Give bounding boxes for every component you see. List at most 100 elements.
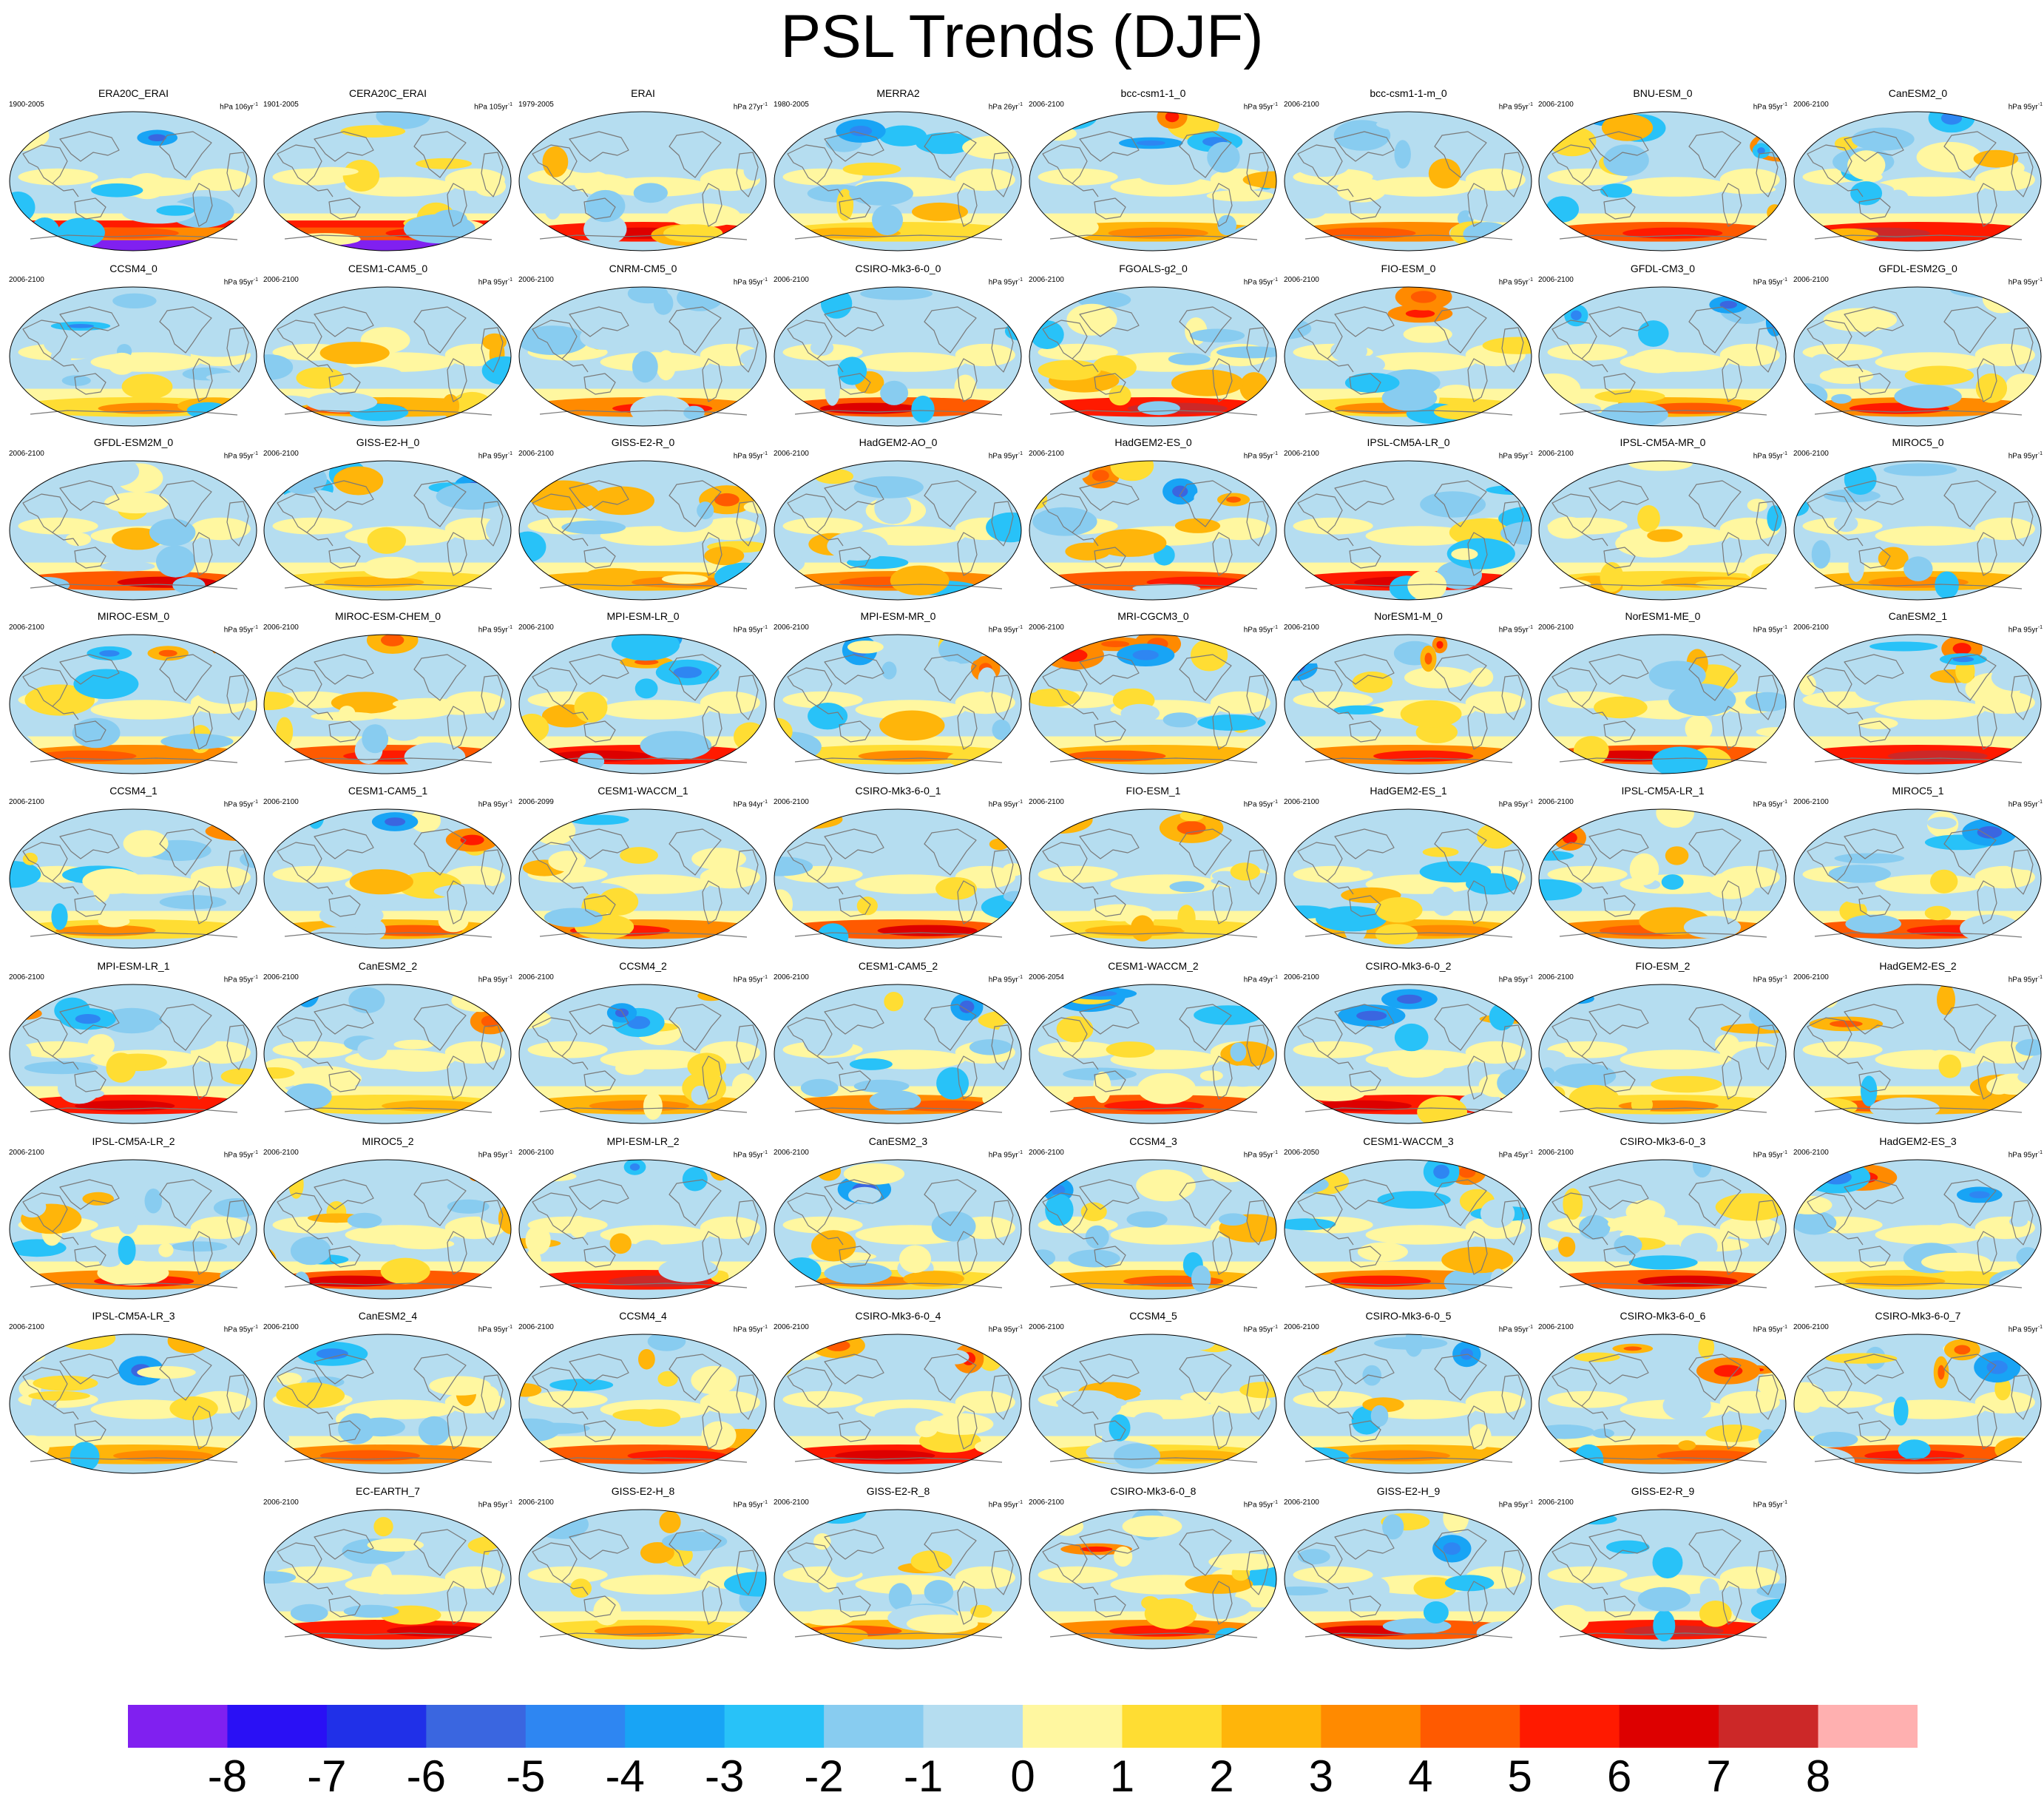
panel-title: GISS-E2-H_8 [611, 1485, 675, 1497]
panel-title: MIROC5_1 [1892, 785, 1944, 797]
panel-units: hPa 95yr-1 [1243, 625, 1278, 635]
robinson-map [1029, 1159, 1277, 1300]
robinson-map [518, 1159, 767, 1300]
robinson-map [1284, 1509, 1532, 1649]
robinson-map [1284, 111, 1532, 251]
colorbar-swatch [1520, 1705, 1620, 1748]
panel-units: hPa 95yr-1 [733, 1325, 768, 1334]
panel-period: 2006-2099 [518, 798, 554, 806]
figure-title: PSL Trends (DJF) [780, 3, 1264, 70]
panel-period: 2006-2100 [1284, 1498, 1319, 1507]
panel-period: 2006-2054 [1029, 973, 1064, 981]
map-panel: GISS-E2-R_8 2006-2100 hPa 95yr-1 [771, 1485, 1026, 1655]
panel-title: MIROC5_2 [362, 1135, 414, 1147]
panel-units: hPa 95yr-1 [988, 451, 1023, 461]
robinson-map [518, 808, 767, 949]
panel-period: 2006-2100 [1029, 101, 1064, 109]
panel-units: hPa 95yr-1 [1753, 625, 1787, 635]
map-panel: MIROC-ESM-CHEM_0 2006-2100 hPa 95yr-1 [260, 610, 515, 780]
coastlines [1297, 1529, 1524, 1638]
robinson-map [518, 634, 767, 774]
panel-units: hPa 95yr-1 [223, 625, 258, 635]
robinson-map [1284, 1334, 1532, 1474]
map-panel: FIO-ESM_0 2006-2100 hPa 95yr-1 [1281, 263, 1536, 433]
panel-title: CanESM2_0 [1888, 87, 1948, 99]
map-panel: GISS-E2-H_9 2006-2100 hPa 95yr-1 [1281, 1485, 1536, 1655]
panel-period: 2006-2100 [9, 450, 44, 458]
panel-units: hPa 95yr-1 [1498, 975, 1533, 984]
colorbar-swatch [128, 1705, 228, 1748]
robinson-map [9, 634, 257, 774]
coastlines [532, 131, 759, 240]
panel-units: hPa 95yr-1 [2008, 1150, 2043, 1160]
map-panel: GISS-E2-R_9 2006-2100 hPa 95yr-1 [1535, 1485, 1790, 1655]
panel-period: 2006-2100 [1793, 624, 1829, 632]
panel-period: 2006-2100 [263, 1149, 299, 1157]
panel-units: hPa 95yr-1 [1498, 277, 1533, 287]
panel-units: hPa 95yr-1 [223, 277, 258, 287]
panel-units: hPa 27yr-1 [733, 102, 768, 112]
map-panel: CESM1-WACCM_3 2006-2050 hPa 45yr-1 [1281, 1135, 1536, 1305]
panel-period: 2006-2100 [774, 624, 809, 632]
map-panel: CESM1-WACCM_1 2006-2099 hPa 94yr-1 [515, 785, 771, 955]
panel-period: 2006-2100 [1284, 450, 1319, 458]
panel-title: MIROC-ESM-CHEM_0 [334, 610, 441, 622]
panel-period: 2006-2100 [1538, 973, 1574, 981]
map-panel: IPSL-CM5A-MR_0 2006-2100 hPa 95yr-1 [1535, 436, 1790, 606]
colorbar-tick-label: 6 [1606, 1751, 1632, 1801]
panel-units: hPa 95yr-1 [478, 800, 512, 809]
panel-units: hPa 95yr-1 [988, 1500, 1023, 1510]
map-panel: CESM1-WACCM_2 2006-2054 hPa 49yr-1 [1026, 960, 1281, 1130]
map-panel: MPI-ESM-MR_0 2006-2100 hPa 95yr-1 [771, 610, 1026, 780]
robinson-map [518, 460, 767, 601]
panel-period: 2006-2100 [1029, 1149, 1064, 1157]
panel-period: 2006-2100 [518, 1498, 554, 1507]
panel-period: 1980-2005 [774, 101, 809, 109]
colorbar-tick-label: -7 [307, 1751, 347, 1801]
robinson-map [1284, 984, 1532, 1124]
panel-units: hPa 95yr-1 [2008, 975, 2043, 984]
panel-period: 2006-2100 [263, 1498, 299, 1507]
panel-title: MERRA2 [876, 87, 920, 99]
colorbar-tick-label: 1 [1109, 1751, 1135, 1801]
map-panel: CCSM4_1 2006-2100 hPa 95yr-1 [6, 785, 261, 955]
map-panel: CERA20C_ERAI 1901-2005 hPa 105yr-1 [260, 87, 515, 257]
colorbar-swatch [1321, 1705, 1421, 1748]
robinson-map [1793, 286, 2042, 427]
panel-period: 2006-2100 [1029, 798, 1064, 806]
panel-title: EC-EARTH_7 [356, 1485, 420, 1497]
map-panel: EC-EARTH_7 2006-2100 hPa 95yr-1 [260, 1485, 515, 1655]
panel-units: hPa 95yr-1 [988, 975, 1023, 984]
panel-units: hPa 95yr-1 [223, 451, 258, 461]
map-panel: CanESM2_3 2006-2100 hPa 95yr-1 [771, 1135, 1026, 1305]
panel-units: hPa 95yr-1 [1243, 800, 1278, 809]
panel-title: CSIRO-Mk3-6-0_2 [1365, 960, 1452, 972]
map-panel: IPSL-CM5A-LR_3 2006-2100 hPa 95yr-1 [6, 1310, 261, 1480]
map-panel: GISS-E2-H_0 2006-2100 hPa 95yr-1 [260, 436, 515, 606]
panel-units: hPa 95yr-1 [1753, 1500, 1787, 1510]
panel-units: hPa 95yr-1 [1753, 975, 1787, 984]
panel-period: 2006-2100 [9, 1323, 44, 1331]
panel-units: hPa 95yr-1 [2008, 277, 2043, 287]
robinson-map [263, 286, 512, 427]
map-panel: HadGEM2-ES_1 2006-2100 hPa 95yr-1 [1281, 785, 1536, 955]
colorbar-swatch [1818, 1705, 1918, 1748]
panel-title: ERAI [631, 87, 655, 99]
map-panel: CSIRO-Mk3-6-0_2 2006-2100 hPa 95yr-1 [1281, 960, 1536, 1130]
panel-title: GFDL-ESM2G_0 [1878, 263, 1957, 274]
map-panel: CCSM4_0 2006-2100 hPa 95yr-1 [6, 263, 261, 433]
map-panel: CSIRO-Mk3-6-0_8 2006-2100 hPa 95yr-1 [1026, 1485, 1281, 1655]
colorbar-swatch [824, 1705, 924, 1748]
panel-period: 2006-2100 [1793, 276, 1829, 284]
panel-units: hPa 95yr-1 [478, 451, 512, 461]
panel-period: 1900-2005 [9, 101, 44, 109]
robinson-map [1538, 808, 1787, 949]
robinson-map [1284, 286, 1532, 427]
panel-units: hPa 95yr-1 [478, 1150, 512, 1160]
panel-period: 2006-2050 [1284, 1149, 1319, 1157]
map-panel: CSIRO-Mk3-6-0_4 2006-2100 hPa 95yr-1 [771, 1310, 1026, 1480]
robinson-map [1793, 1334, 2042, 1474]
coastlines [277, 1354, 504, 1463]
robinson-map [1284, 460, 1532, 601]
panel-units: hPa 95yr-1 [478, 625, 512, 635]
